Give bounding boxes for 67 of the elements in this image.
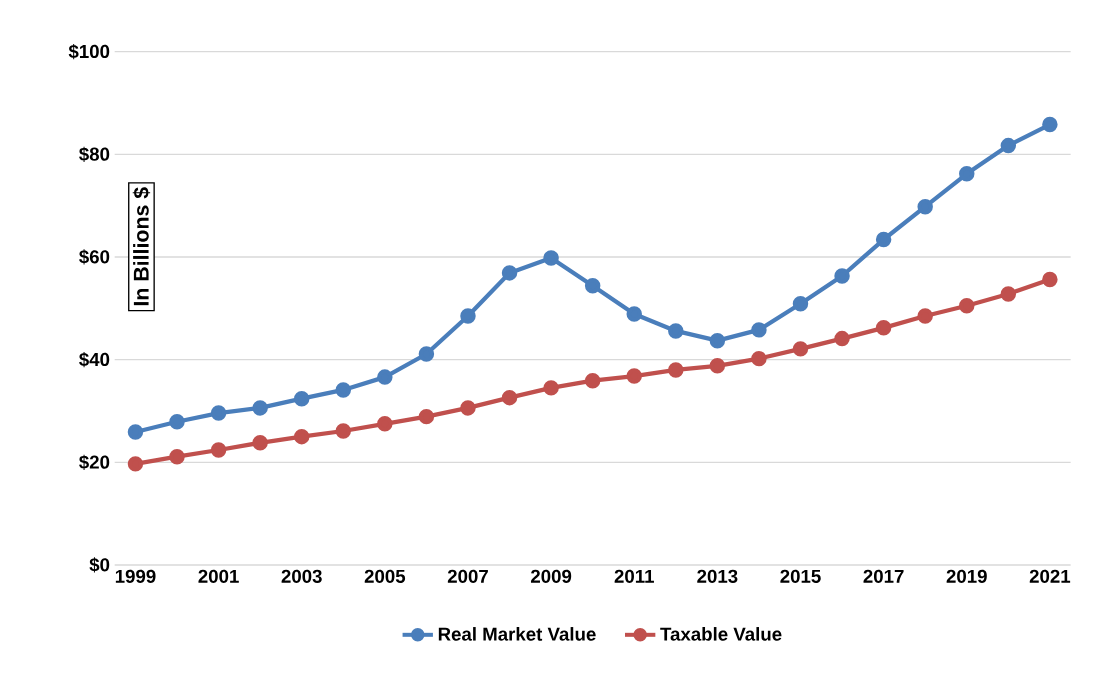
x-tick-label: 2011 — [614, 569, 654, 583]
point — [252, 435, 268, 451]
point — [169, 414, 185, 430]
x-tick-label: 2009 — [530, 569, 572, 583]
point — [584, 372, 601, 389]
point — [959, 298, 975, 314]
point — [584, 277, 601, 294]
y-tick-label: $20 — [79, 454, 110, 470]
y-tick-label: $60 — [79, 249, 110, 265]
x-tick-label: 2015 — [780, 569, 821, 583]
point — [792, 341, 809, 357]
x-tick-label: 2005 — [364, 569, 406, 583]
y-tick-label: $100 — [68, 44, 110, 60]
y-tick-label: $80 — [79, 146, 110, 162]
point — [377, 416, 393, 432]
point — [751, 350, 767, 367]
point — [501, 265, 518, 281]
point — [460, 400, 476, 416]
point — [543, 250, 559, 266]
x-tick-label: 2019 — [946, 569, 987, 583]
point — [1000, 286, 1017, 302]
point — [1042, 116, 1058, 133]
x-tick-label: 2003 — [281, 569, 322, 583]
point — [169, 448, 185, 465]
x-tick-label: 2001 — [198, 569, 239, 583]
point — [875, 320, 892, 336]
point — [293, 428, 310, 445]
point — [210, 405, 227, 421]
y-tick-label: $0 — [89, 557, 110, 573]
x-tick-label: 2017 — [863, 569, 904, 583]
point — [252, 400, 268, 416]
point — [335, 382, 352, 398]
point — [543, 380, 559, 396]
legend-label: Real Market Value — [438, 627, 596, 641]
point — [335, 423, 352, 439]
point — [127, 456, 144, 472]
x-tick-label: 2013 — [697, 569, 738, 583]
point — [917, 198, 933, 215]
point — [418, 346, 435, 362]
point — [377, 369, 393, 385]
point — [501, 389, 518, 406]
point — [1000, 137, 1017, 154]
point — [792, 295, 809, 312]
y-axis-title: In Billions $ — [132, 187, 151, 306]
point — [460, 308, 476, 324]
point — [418, 408, 435, 425]
point — [875, 231, 892, 248]
point — [293, 390, 310, 407]
point — [834, 268, 850, 284]
point — [751, 322, 767, 338]
y-tick-label: $40 — [79, 352, 110, 368]
point — [709, 332, 726, 349]
x-tick-label: 1999 — [115, 569, 156, 583]
point — [626, 306, 642, 322]
point — [668, 362, 684, 378]
x-tick-label: 2021 — [1029, 569, 1071, 583]
point — [626, 368, 642, 384]
point — [1042, 271, 1058, 288]
point — [917, 308, 933, 324]
point — [210, 442, 227, 458]
point — [127, 424, 144, 440]
point — [834, 330, 850, 347]
point — [959, 166, 975, 182]
x-tick-label: 2007 — [447, 569, 488, 583]
legend-label: Taxable Value — [660, 627, 782, 641]
point — [668, 323, 684, 339]
point — [709, 358, 726, 374]
